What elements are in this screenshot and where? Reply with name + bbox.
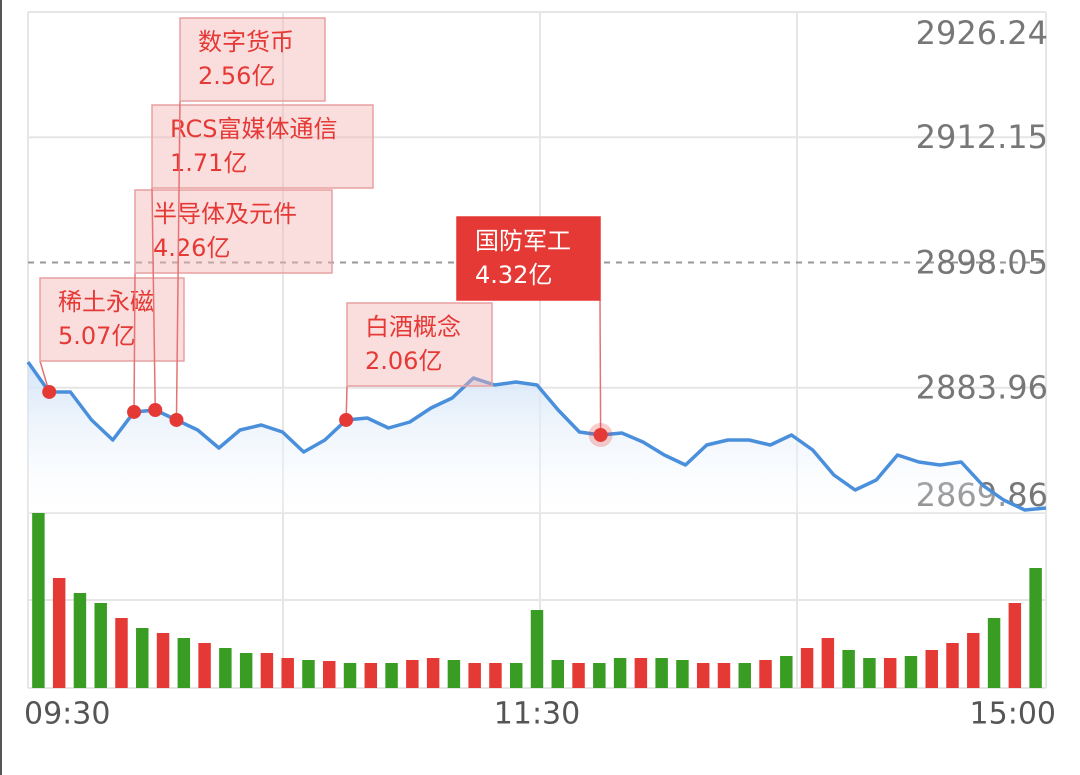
volume-bar	[904, 656, 918, 688]
volume-bar	[800, 648, 814, 688]
y-tick-label: 2883.96	[916, 369, 1048, 407]
volume-bar	[883, 658, 897, 688]
volume-bar	[468, 663, 481, 688]
volume-bar	[32, 513, 45, 688]
x-tick-label: 11:30	[494, 697, 580, 732]
volume-bar	[780, 656, 793, 688]
volume-bar	[198, 643, 211, 688]
annotation-amount: 2.06亿	[365, 347, 442, 375]
annotation-leader	[599, 299, 602, 435]
volume-bar	[821, 638, 835, 688]
annotation-box	[456, 216, 601, 301]
annotation-amount: 4.32亿	[475, 261, 552, 289]
annotation-box	[39, 277, 185, 362]
volume-bar	[613, 658, 627, 688]
y-tick-label: 2912.15	[916, 118, 1048, 156]
volume-bar	[281, 658, 294, 688]
volume-bar	[323, 661, 336, 688]
annotation-amount: 1.71亿	[170, 149, 247, 177]
volume-bar	[52, 578, 66, 688]
annotation-amount: 2.56亿	[198, 62, 275, 90]
marker	[593, 427, 608, 442]
volume-bar	[260, 653, 274, 688]
volume-bar	[509, 663, 523, 688]
volume-bar	[572, 663, 585, 688]
volume-bar	[717, 663, 731, 688]
volume-bar	[343, 663, 357, 688]
volume-bar	[177, 638, 191, 688]
volume-bar	[426, 658, 440, 688]
volume-bar	[655, 658, 668, 688]
volume-bar	[115, 618, 128, 688]
annotation-label: 半导体及元件	[153, 200, 297, 228]
volume-bar	[239, 653, 253, 688]
volume-bar	[759, 660, 772, 688]
annotation-leader	[133, 272, 136, 412]
volume-bar	[925, 650, 938, 688]
x-tick-label: 09:30	[24, 697, 110, 732]
marker	[148, 403, 163, 418]
volume-bar	[1029, 568, 1042, 688]
annotation-box	[151, 104, 374, 189]
volume-bar	[136, 628, 149, 688]
area	[28, 362, 1046, 513]
volume-bar	[156, 633, 170, 688]
annotation-box	[179, 17, 326, 102]
annotation-leader	[151, 187, 156, 411]
grid	[27, 12, 1047, 689]
y-tick-label: 2898.05	[916, 244, 1048, 282]
volume-bar	[219, 648, 232, 688]
annotation-leader	[175, 100, 181, 420]
volume-bar	[94, 603, 107, 688]
volume-bar	[593, 663, 606, 688]
marker	[42, 384, 57, 399]
volume-bar	[696, 663, 710, 688]
volume-bar	[863, 658, 876, 688]
volume-bar	[73, 593, 87, 688]
volume-bar	[634, 658, 648, 688]
annotation-label: 稀土永磁	[58, 288, 154, 316]
annotation-box	[134, 189, 333, 274]
annotation-box	[346, 302, 493, 387]
volume-bar	[489, 663, 502, 688]
volume-bar	[676, 660, 689, 688]
volume-bar	[302, 660, 315, 688]
annotation-label: 白酒概念	[365, 313, 461, 341]
annotation-amount: 5.07亿	[58, 322, 135, 350]
x-tick-label: 15:00	[970, 697, 1056, 732]
volume-bar	[1008, 603, 1022, 688]
marker	[339, 412, 354, 427]
annotation-amount: 4.26亿	[153, 234, 230, 262]
volume-bar	[406, 660, 419, 688]
y-tick-label: 2926.24	[916, 14, 1048, 52]
volume-bar	[447, 660, 461, 688]
price-line	[26, 360, 1047, 512]
volume-bar	[946, 643, 959, 688]
volume-bar	[385, 663, 398, 688]
annotation-label: RCS富媒体通信	[170, 115, 337, 143]
volume-bar	[967, 633, 980, 688]
annotation-label: 国防军工	[475, 227, 571, 255]
annotation-label: 数字货币	[198, 28, 294, 56]
marker	[169, 412, 184, 427]
volume-bar	[987, 618, 1001, 688]
marker	[127, 404, 142, 419]
volume-bar	[364, 663, 378, 688]
volume-bar	[842, 650, 855, 688]
volume-bar	[738, 663, 751, 688]
volume-bar	[551, 660, 565, 688]
volume-bar	[530, 610, 544, 688]
